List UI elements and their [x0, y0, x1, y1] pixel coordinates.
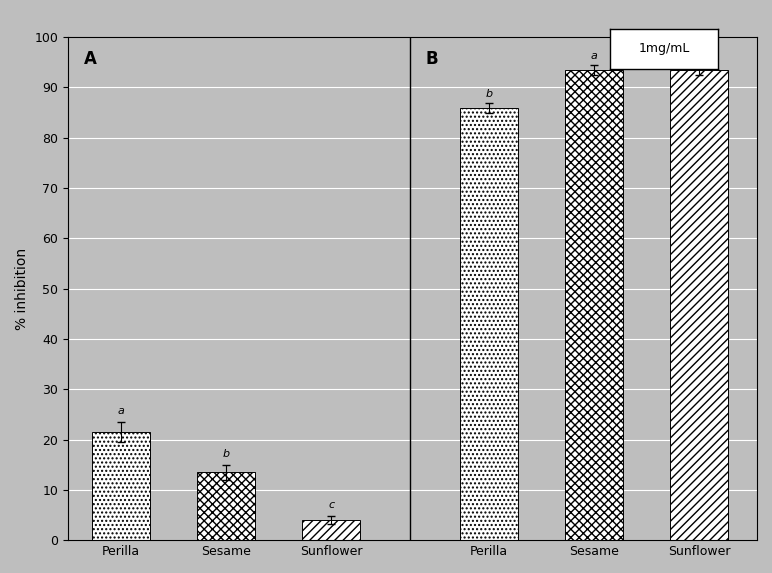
Text: a: a — [696, 51, 703, 61]
Text: A: A — [84, 50, 96, 68]
Text: B: B — [425, 50, 438, 68]
Bar — [670, 70, 728, 540]
Text: c: c — [328, 500, 334, 510]
Text: b: b — [486, 89, 493, 99]
Text: 1mg/mL: 1mg/mL — [638, 42, 689, 55]
Bar — [92, 432, 150, 540]
Text: a: a — [117, 406, 124, 416]
Bar — [565, 70, 623, 540]
Bar — [302, 520, 360, 540]
Text: a: a — [591, 51, 598, 61]
Text: b: b — [222, 449, 229, 458]
Bar — [197, 472, 255, 540]
Y-axis label: % inhibition: % inhibition — [15, 248, 29, 329]
Bar — [460, 108, 518, 540]
